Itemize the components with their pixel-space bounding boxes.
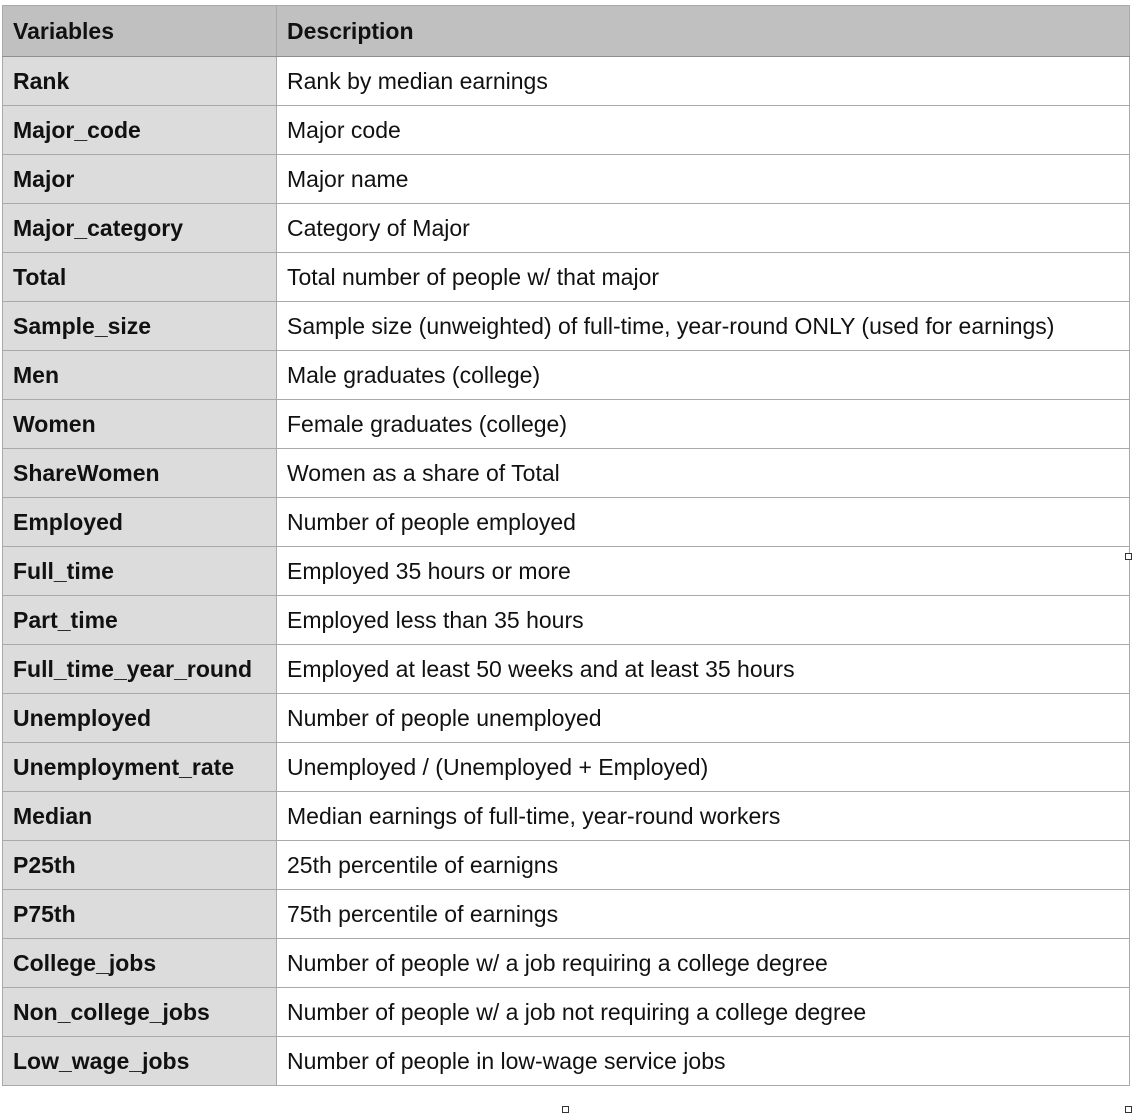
selection-handle-bottom[interactable]	[562, 1106, 569, 1113]
header-row: Variables Description	[2, 5, 1130, 57]
variable-description-cell[interactable]: 75th percentile of earnings	[276, 889, 1130, 939]
table-row: P75th 75th percentile of earnings	[2, 889, 1130, 939]
table-row: Total Total number of people w/ that majo…	[2, 252, 1130, 302]
variable-description-cell[interactable]: Number of people employed	[276, 497, 1130, 547]
variable-name-cell[interactable]: Sample_size	[2, 301, 277, 351]
variable-description-cell[interactable]: Rank by median earnings	[276, 56, 1130, 106]
table-row: Men Male graduates (college)	[2, 350, 1130, 400]
variable-description-cell[interactable]: Sample size (unweighted) of full-time, y…	[276, 301, 1130, 351]
variable-name-cell[interactable]: Employed	[2, 497, 277, 547]
variable-name-cell[interactable]: Non_college_jobs	[2, 987, 277, 1037]
table-row: Non_college_jobs Number of people w/ a jo…	[2, 987, 1130, 1037]
variable-name-cell[interactable]: Full_time_year_round	[2, 644, 277, 694]
table-row: P25th 25th percentile of earnigns	[2, 840, 1130, 890]
table-row: Sample_size Sample size (unweighted) of f…	[2, 301, 1130, 351]
variable-name-cell[interactable]: Full_time	[2, 546, 277, 596]
variable-description-cell[interactable]: Unemployed / (Unemployed + Employed)	[276, 742, 1130, 792]
variable-name-cell[interactable]: Median	[2, 791, 277, 841]
table-row: Rank Rank by median earnings	[2, 56, 1130, 106]
table-row: Median Median earnings of full-time, year…	[2, 791, 1130, 841]
table-row: Major_category Category of Major	[2, 203, 1130, 253]
table-row: Employed Number of people employed	[2, 497, 1130, 547]
table-row: Part_time Employed less than 35 hours	[2, 595, 1130, 645]
table-row: Full_time_year_round Employed at least 50…	[2, 644, 1130, 694]
table-row: Unemployment_rate Unemployed / (Unemploye…	[2, 742, 1130, 792]
selection-handle-bottom-right[interactable]	[1125, 1106, 1132, 1113]
variable-description-cell[interactable]: Number of people unemployed	[276, 693, 1130, 743]
table-row: Unemployed Number of people unemployed	[2, 693, 1130, 743]
variables-table[interactable]: Variables Description Rank Rank by median…	[2, 5, 1130, 1086]
table-header: Variables Description	[2, 5, 1130, 57]
variable-description-cell[interactable]: Number of people w/ a job requiring a co…	[276, 938, 1130, 988]
variable-name-cell[interactable]: P25th	[2, 840, 277, 890]
variable-description-cell[interactable]: Major code	[276, 105, 1130, 155]
table-row: College_jobs Number of people w/ a job re…	[2, 938, 1130, 988]
table-body: Rank Rank by median earnings Major_code Maj…	[2, 56, 1130, 1086]
table-row: Major Major name	[2, 154, 1130, 204]
variable-name-cell[interactable]: Major	[2, 154, 277, 204]
variable-description-cell[interactable]: Employed at least 50 weeks and at least …	[276, 644, 1130, 694]
variable-name-cell[interactable]: College_jobs	[2, 938, 277, 988]
variable-name-cell[interactable]: Women	[2, 399, 277, 449]
variable-name-cell[interactable]: Major_code	[2, 105, 277, 155]
variable-name-cell[interactable]: Rank	[2, 56, 277, 106]
variable-description-cell[interactable]: Female graduates (college)	[276, 399, 1130, 449]
variable-description-cell[interactable]: Male graduates (college)	[276, 350, 1130, 400]
header-variables[interactable]: Variables	[2, 5, 277, 57]
variable-description-cell[interactable]: Employed less than 35 hours	[276, 595, 1130, 645]
variable-description-cell[interactable]: Number of people w/ a job not requiring …	[276, 987, 1130, 1037]
table-row: Women Female graduates (college)	[2, 399, 1130, 449]
variable-description-cell[interactable]: Employed 35 hours or more	[276, 546, 1130, 596]
table-row: Major_code Major code	[2, 105, 1130, 155]
variable-name-cell[interactable]: Men	[2, 350, 277, 400]
table-row: Full_time Employed 35 hours or more	[2, 546, 1130, 596]
variable-name-cell[interactable]: ShareWomen	[2, 448, 277, 498]
variable-name-cell[interactable]: P75th	[2, 889, 277, 939]
variable-description-cell[interactable]: Median earnings of full-time, year-round…	[276, 791, 1130, 841]
header-description[interactable]: Description	[276, 5, 1130, 57]
variable-name-cell[interactable]: Major_category	[2, 203, 277, 253]
selection-handle-right[interactable]	[1125, 553, 1132, 560]
variable-description-cell[interactable]: Total number of people w/ that major	[276, 252, 1130, 302]
variable-description-cell[interactable]: Category of Major	[276, 203, 1130, 253]
variable-name-cell[interactable]: Unemployed	[2, 693, 277, 743]
variable-name-cell[interactable]: Unemployment_rate	[2, 742, 277, 792]
variable-description-cell[interactable]: Major name	[276, 154, 1130, 204]
table-row: Low_wage_jobs Number of people in low-wag…	[2, 1036, 1130, 1086]
variable-description-cell[interactable]: Number of people in low-wage service job…	[276, 1036, 1130, 1086]
variable-name-cell[interactable]: Part_time	[2, 595, 277, 645]
variable-name-cell[interactable]: Low_wage_jobs	[2, 1036, 277, 1086]
variable-description-cell[interactable]: Women as a share of Total	[276, 448, 1130, 498]
table-row: ShareWomen Women as a share of Total	[2, 448, 1130, 498]
variable-description-cell[interactable]: 25th percentile of earnigns	[276, 840, 1130, 890]
variable-name-cell[interactable]: Total	[2, 252, 277, 302]
